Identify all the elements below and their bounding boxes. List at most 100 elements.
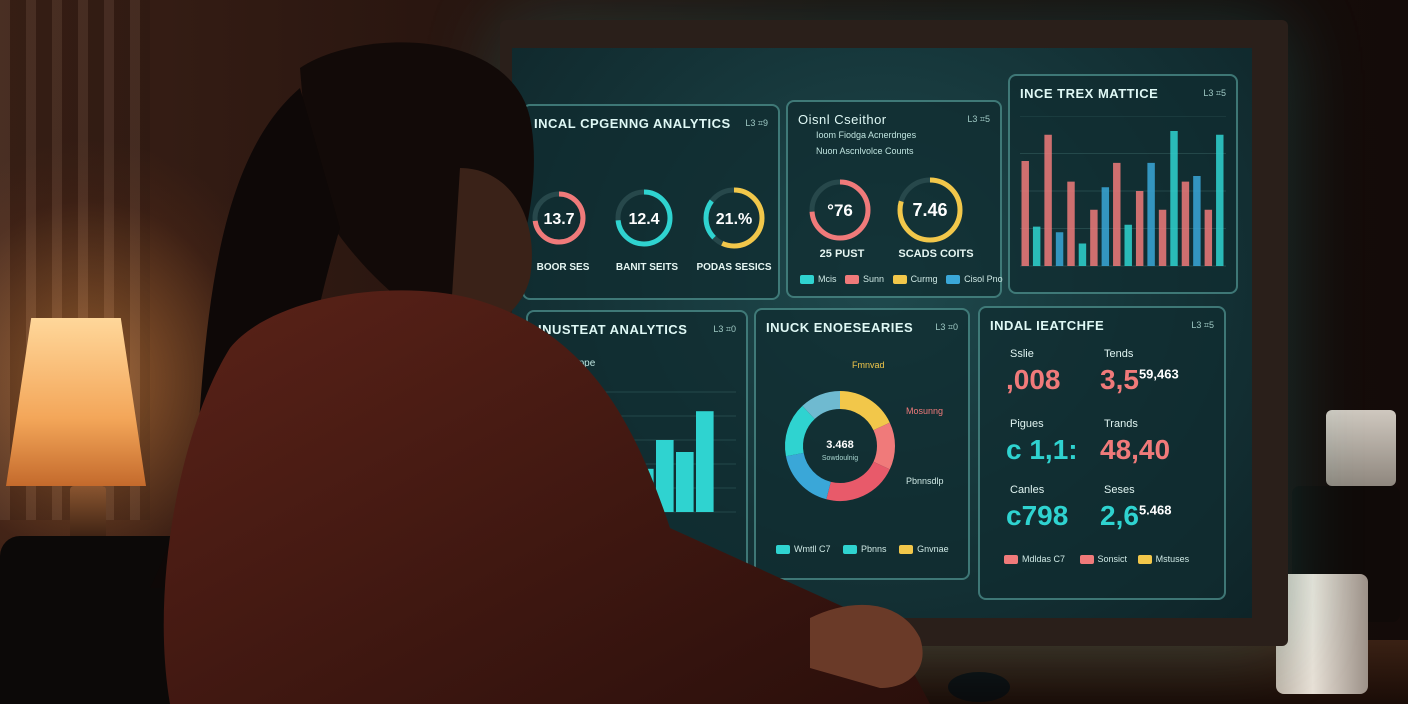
bar: [1067, 181, 1075, 266]
legend-item: Sunn: [863, 274, 885, 284]
gauge-label-1: BOOR SES: [536, 262, 590, 273]
panel-title: INUSTEAT ANALYTICS: [538, 322, 688, 337]
gauge-value-1: 13.7: [543, 211, 574, 228]
panel-tag: L3 ⌗5: [1203, 88, 1226, 98]
stat-value-2: 3,559,463: [1100, 364, 1179, 395]
bar: [1216, 134, 1224, 266]
panel-gauges-left: INCAL CPGENNG ANALYTICS L3 ⌗9 13.7 12.4 …: [522, 104, 780, 300]
stat-value-6: 2,65.468: [1100, 500, 1172, 531]
gauge-ring-2: 12.4: [615, 189, 673, 247]
bar: [1055, 232, 1064, 266]
stat-label-6: Seses: [1104, 484, 1135, 496]
wall-outlet: [1326, 410, 1396, 486]
stat-label-5: Canles: [1010, 484, 1045, 496]
gauge-label-5: SCADS COITS: [898, 248, 974, 260]
panel-title: INCAL CPGENNG ANALYTICS: [534, 116, 731, 131]
legend-item: Mcis: [818, 274, 837, 284]
gauge-label-2: BANIT SEITS: [615, 262, 679, 273]
bar: [596, 488, 614, 512]
panel-subline-2: Nuon Ascnlvolce Counts: [816, 146, 914, 156]
donut-slice: [826, 461, 890, 501]
panel-subline-1: Ioom Fiodga Acnerdnges: [816, 130, 917, 140]
bar: [1032, 226, 1041, 266]
panel-title: INUCK ENOESEARIES: [766, 320, 914, 335]
bar: [1193, 176, 1201, 266]
stat-label-1: Sslie: [1010, 348, 1034, 360]
bar: [616, 459, 634, 512]
desk: [430, 640, 1408, 704]
bar: [1181, 181, 1190, 266]
gauge-value-3: 21.%: [716, 211, 752, 228]
gauge-value-5: 7.46: [912, 200, 947, 220]
panel-tag: L3 ⌗0: [935, 322, 958, 332]
legend-item: Cisol Pno: [964, 274, 1003, 284]
bar: [676, 452, 694, 512]
legend-item: Mdldas C7: [1022, 554, 1066, 564]
legend-item: Pbnns: [861, 544, 887, 554]
legend-item: Curmg: [910, 274, 938, 284]
donut-callout-1: Fmnvad: [852, 360, 885, 370]
donut-slice: [802, 391, 841, 420]
bar: [1021, 161, 1029, 266]
bar: [1078, 243, 1087, 266]
gauge-group: °76 7.46: [809, 177, 963, 243]
panel-gauges-mid: Oisnl Cseithor L3 ⌗5 Ioom Fiodga Acnerdn…: [786, 100, 1003, 298]
gauge-value-4: °76: [827, 201, 853, 220]
bar: [1101, 187, 1110, 266]
bar: [1204, 209, 1213, 266]
gauge-ring-4: °76: [809, 179, 871, 241]
donut-slice: [873, 422, 895, 470]
panel-stats: INDAL IEATCHFE L3 ⌗5 Sslie ,008 Tends 3,…: [978, 306, 1226, 600]
legend-item: Gnvnae: [917, 544, 949, 554]
panel-title: INDAL IEATCHFE: [990, 318, 1105, 333]
mug: [1276, 574, 1368, 694]
stat-value-3: c 1,1:: [1006, 434, 1078, 465]
gauge-label-4: 25 PUST: [819, 248, 865, 260]
panel-analytics-bars: INUSTEAT ANALYTICS L3 ⌗0 Cumlie Sppe: [526, 310, 748, 572]
chair: [0, 536, 290, 704]
panel-subtitle: Cumlie Sppe: [538, 358, 596, 369]
stat-label-2: Tends: [1104, 348, 1134, 360]
legend-item: Sonsict: [1097, 554, 1128, 564]
panel-tag: L3 ⌗5: [967, 114, 990, 124]
bar: [656, 440, 674, 512]
donut-center-value: 3.468: [826, 439, 854, 451]
lamp-shade: [6, 318, 146, 486]
panel-title: Oisnl Cseithor: [798, 112, 887, 127]
bar: [1044, 134, 1052, 266]
bar: [1113, 162, 1121, 266]
legend-item: Wmtll C7: [794, 544, 831, 554]
bar: [696, 411, 714, 512]
donut-center-sub: Sowdoulnig: [822, 455, 858, 462]
bar: [1158, 209, 1167, 266]
stat-value-1: ,008: [1006, 364, 1061, 395]
panel-title: INCE TREX MATTICE: [1020, 86, 1159, 101]
gauge-value-2: 12.4: [628, 211, 659, 228]
gauge-label-3: PODAS SESICS: [696, 262, 772, 273]
bar: [1135, 191, 1144, 266]
panel-tag: L3 ⌗5: [1191, 320, 1214, 330]
stat-value-4: 48,40: [1100, 434, 1171, 465]
legend-row: Mcis Sunn Curmg Cisol Pno: [800, 274, 1003, 285]
stat-label-4: Trands: [1104, 418, 1138, 430]
legend-row: Wmtll C7 Pbnns Gnvnae: [776, 544, 949, 555]
analytics-bar-chart: [536, 391, 736, 513]
lamp-base: [70, 486, 106, 540]
bar: [1147, 162, 1155, 266]
donut-callout-2: Mosunng: [906, 406, 944, 416]
panel-donut: INUCK ENOESEARIES L3 ⌗0 3.468 Sowdoulnig …: [754, 308, 970, 580]
bar: [1090, 209, 1098, 266]
legend-item: Mstuses: [1155, 554, 1190, 564]
panel-tag: L3 ⌗0: [713, 324, 736, 334]
panel-bar-matrix: INCE TREX MATTICE L3 ⌗5: [1008, 74, 1238, 294]
gauge-ring-1: 13.7: [532, 191, 586, 245]
donut-slice: [839, 391, 890, 431]
computer-mouse: [948, 672, 1010, 702]
donut-chart: 3.468 Sowdoulnig: [785, 391, 895, 501]
donut-callout-3: Pbnnsdlp: [906, 476, 944, 486]
gauge-ring-5: 7.46: [897, 177, 963, 243]
legend-row: Mdldas C7 Sonsict Mstuses: [1004, 554, 1190, 565]
bar-matrix-chart: [1020, 116, 1226, 267]
bar: [1170, 131, 1178, 266]
gauge-group: 13.7 12.4 21.%: [532, 187, 765, 249]
